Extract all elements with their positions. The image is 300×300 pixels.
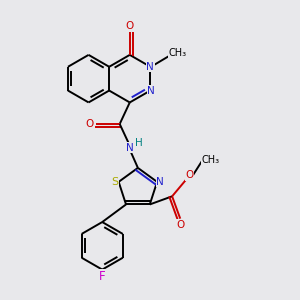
Text: O: O <box>185 170 194 180</box>
Text: S: S <box>111 177 118 187</box>
Text: O: O <box>176 220 184 230</box>
Text: H: H <box>135 138 142 148</box>
Text: N: N <box>126 142 134 152</box>
Text: N: N <box>148 85 155 96</box>
Text: O: O <box>86 119 94 129</box>
Text: O: O <box>126 21 134 31</box>
Text: N: N <box>156 177 164 187</box>
Text: CH₃: CH₃ <box>202 155 220 165</box>
Text: F: F <box>99 270 106 283</box>
Text: N: N <box>146 62 154 72</box>
Text: CH₃: CH₃ <box>169 48 187 58</box>
